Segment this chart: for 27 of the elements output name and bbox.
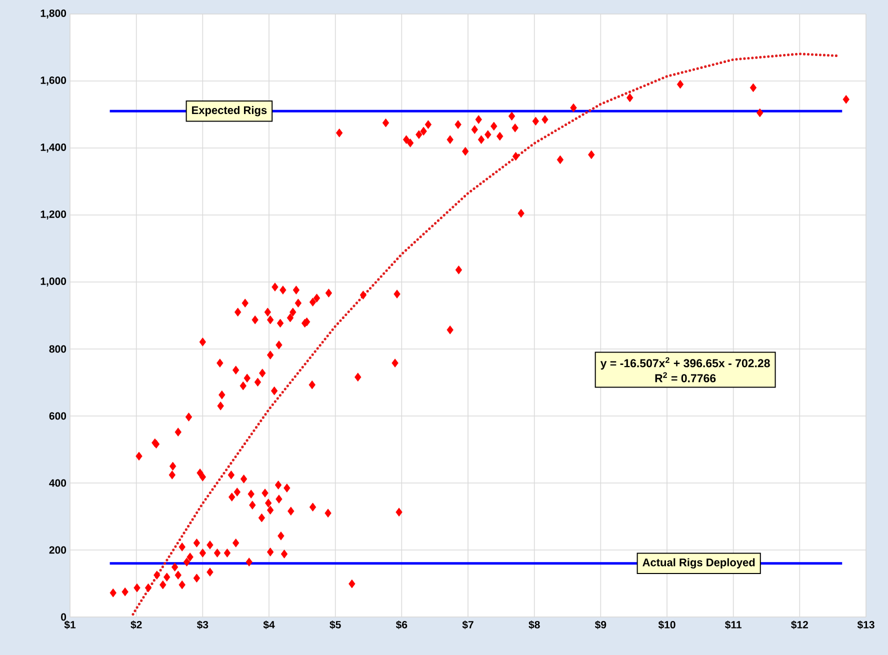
- annotation: y = -16.507x$^{2}$ + 396.65x - 702.28: [600, 357, 770, 370]
- y-tick-label: 1,600: [40, 76, 66, 86]
- x-tick-label: $11: [725, 620, 742, 630]
- x-tick-label: $13: [857, 620, 874, 630]
- x-tick-label: $3: [196, 620, 208, 630]
- x-tick-label: $4: [263, 620, 275, 630]
- annotation: R$^{2}$ = 0.7766: [655, 372, 716, 382]
- ref-line-label: Expected Rigs: [192, 106, 267, 116]
- y-tick-label: 800: [49, 345, 66, 353]
- x-tick-label: $7: [462, 620, 474, 630]
- x-tick-label: $12: [791, 620, 808, 630]
- x-tick-label: $8: [528, 620, 540, 630]
- y-tick-label: 400: [49, 479, 66, 487]
- ref-line-label: Actual Rigs Deployed: [642, 558, 755, 569]
- y-tick-label: 0: [61, 613, 66, 621]
- y-tick-label: 200: [49, 546, 66, 554]
- x-tick-label: $10: [658, 620, 676, 630]
- y-tick-label: 1,200: [40, 210, 66, 220]
- x-tick-label: $2: [130, 620, 142, 630]
- y-tick-label: 1,800: [40, 10, 66, 18]
- x-tick-label: $5: [330, 620, 341, 630]
- y-tick-label: 600: [49, 412, 66, 420]
- x-tick-label: $1: [64, 620, 76, 630]
- y-tick-label: 1,000: [40, 278, 66, 286]
- x-tick-label: $6: [396, 620, 408, 630]
- x-tick-label: $9: [594, 620, 606, 630]
- y-tick-label: 1,400: [40, 144, 66, 152]
